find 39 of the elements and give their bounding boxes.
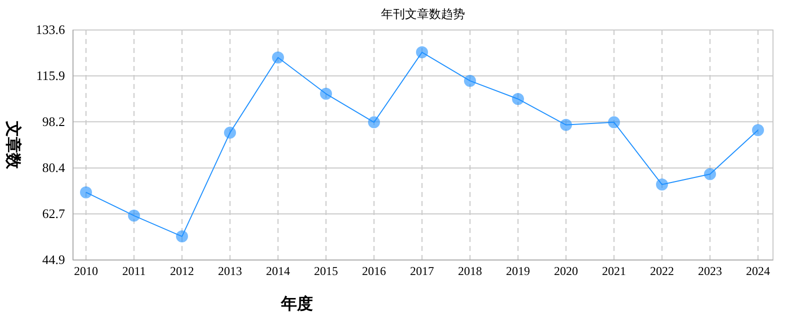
point	[704, 168, 716, 180]
point	[512, 92, 524, 105]
y-tick-label: 133.6	[36, 22, 66, 37]
x-tick-label: 2012	[170, 264, 194, 278]
x-tick-label: 2019	[506, 264, 530, 278]
point	[176, 230, 188, 242]
x-tick-label: 2013	[218, 264, 242, 278]
x-tick-label: 2017	[410, 264, 434, 278]
x-tick-label: 2024	[746, 264, 770, 278]
x-tick-label: 2011	[122, 264, 146, 278]
y-tick-label: 62.7	[42, 206, 66, 221]
x-tick-label: 2018	[458, 264, 482, 278]
x-tick-label: 2010	[74, 264, 98, 278]
point	[560, 118, 572, 131]
point	[224, 126, 236, 139]
x-tick-label: 2022	[650, 264, 674, 278]
y-tick-label: 44.9	[42, 252, 65, 267]
point	[272, 51, 284, 64]
chart-title: 年刊文章数趋势	[381, 7, 465, 21]
x-tick-label: 2021	[602, 264, 626, 278]
point	[752, 124, 764, 136]
x-tick-label: 2020	[554, 264, 578, 278]
point	[464, 74, 476, 87]
y-tick-label: 98.2	[42, 114, 65, 129]
x-tick-label: 2014	[266, 264, 290, 278]
x-tick-label: 2015	[314, 264, 338, 278]
point	[656, 178, 668, 191]
point	[80, 186, 92, 198]
x-tick-label: 2016	[362, 264, 386, 278]
y-tick-label: 80.4	[42, 160, 66, 175]
point	[368, 116, 380, 128]
x-axis-title: 年度	[280, 294, 313, 313]
point	[320, 88, 332, 100]
x-tick-label: 2023	[698, 264, 722, 278]
y-axis-title: 文章数	[4, 120, 22, 170]
y-tick-label: 115.9	[36, 68, 65, 83]
point	[416, 46, 428, 58]
point	[608, 116, 620, 128]
point	[128, 210, 140, 222]
